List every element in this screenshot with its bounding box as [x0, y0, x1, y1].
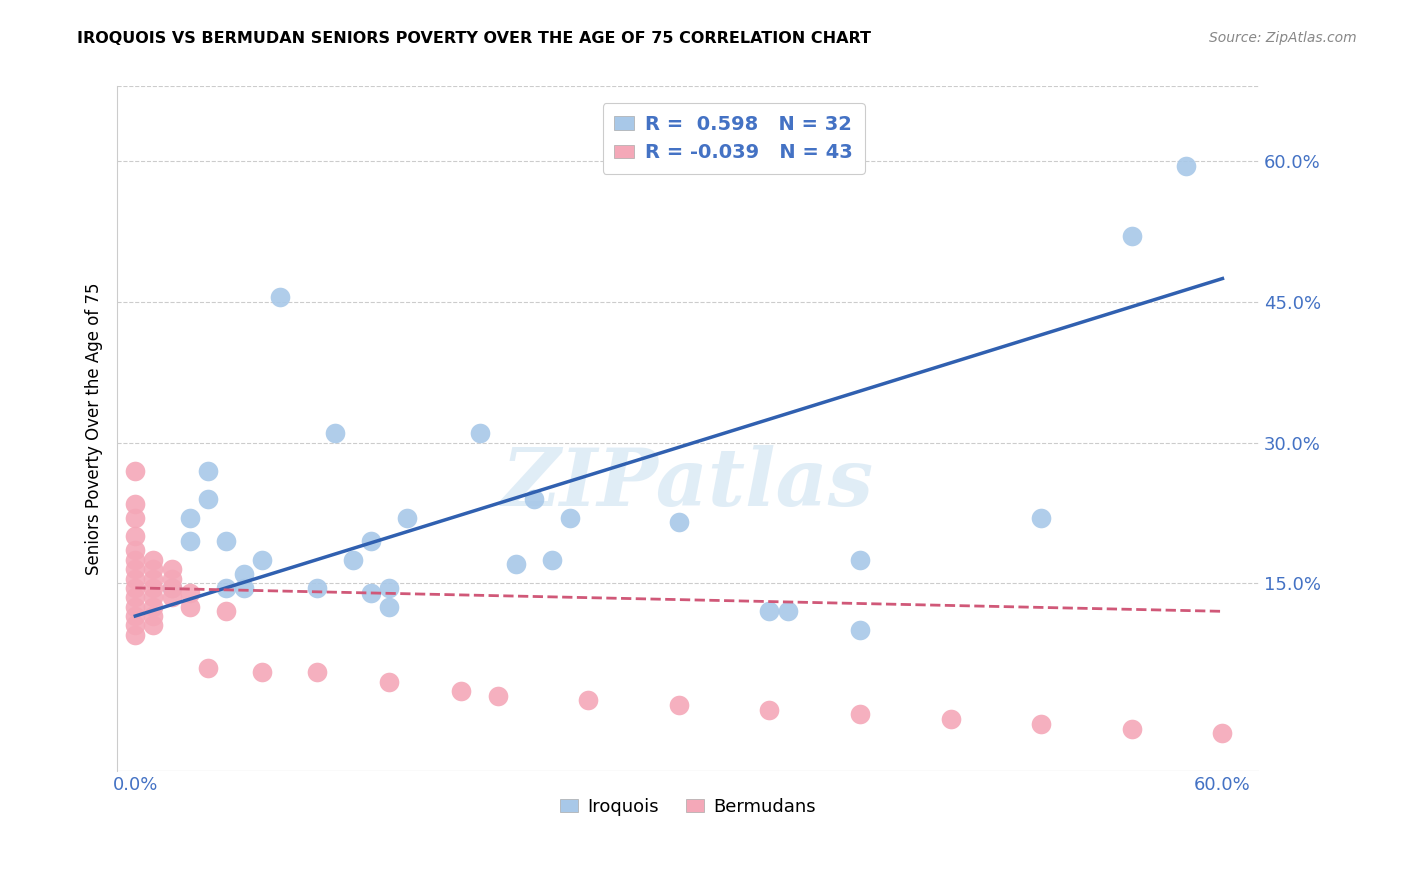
Point: [215, 604, 238, 618]
Point: [179, 599, 201, 614]
Point: [124, 599, 146, 614]
Point: [1121, 229, 1143, 244]
Point: [179, 534, 201, 549]
Point: [124, 572, 146, 586]
Point: [142, 618, 165, 632]
Point: [668, 516, 690, 530]
Point: [378, 674, 401, 689]
Point: [360, 534, 382, 549]
Point: [668, 698, 690, 712]
Point: [215, 581, 238, 595]
Point: [197, 660, 219, 674]
Point: [142, 572, 165, 586]
Point: [142, 609, 165, 624]
Point: [505, 558, 527, 572]
Point: [142, 581, 165, 595]
Point: [541, 553, 564, 567]
Point: [576, 693, 599, 707]
Text: ZIPatlas: ZIPatlas: [502, 444, 875, 522]
Point: [323, 426, 346, 441]
Point: [450, 684, 472, 698]
Point: [396, 510, 419, 524]
Point: [305, 665, 328, 680]
Point: [124, 496, 146, 510]
Point: [758, 604, 780, 618]
Point: [124, 464, 146, 478]
Text: Source: ZipAtlas.com: Source: ZipAtlas.com: [1209, 31, 1357, 45]
Point: [1121, 722, 1143, 736]
Point: [179, 510, 201, 524]
Point: [342, 553, 364, 567]
Point: [124, 510, 146, 524]
Point: [378, 599, 401, 614]
Point: [486, 689, 509, 703]
Point: [124, 591, 146, 605]
Point: [124, 609, 146, 624]
Point: [1031, 716, 1053, 731]
Point: [523, 491, 546, 506]
Point: [124, 628, 146, 642]
Point: [560, 510, 582, 524]
Point: [849, 707, 872, 722]
Point: [142, 591, 165, 605]
Point: [142, 562, 165, 576]
Point: [468, 426, 491, 441]
Point: [250, 553, 273, 567]
Point: [124, 618, 146, 632]
Point: [160, 591, 183, 605]
Point: [160, 562, 183, 576]
Point: [776, 604, 799, 618]
Point: [142, 553, 165, 567]
Point: [250, 665, 273, 680]
Point: [1175, 159, 1198, 173]
Text: IROQUOIS VS BERMUDAN SENIORS POVERTY OVER THE AGE OF 75 CORRELATION CHART: IROQUOIS VS BERMUDAN SENIORS POVERTY OVE…: [77, 31, 872, 46]
Point: [305, 581, 328, 595]
Point: [124, 553, 146, 567]
Point: [849, 623, 872, 637]
Point: [1031, 510, 1053, 524]
Point: [124, 581, 146, 595]
Point: [758, 703, 780, 717]
Point: [939, 712, 962, 726]
Point: [197, 464, 219, 478]
Point: [360, 585, 382, 599]
Point: [215, 534, 238, 549]
Legend: Iroquois, Bermudans: Iroquois, Bermudans: [553, 791, 823, 823]
Point: [269, 290, 291, 304]
Point: [160, 581, 183, 595]
Point: [179, 585, 201, 599]
Point: [233, 566, 256, 581]
Point: [197, 491, 219, 506]
Point: [160, 572, 183, 586]
Point: [849, 553, 872, 567]
Point: [142, 599, 165, 614]
Point: [160, 581, 183, 595]
Point: [1211, 726, 1233, 740]
Point: [124, 562, 146, 576]
Point: [233, 581, 256, 595]
Point: [124, 543, 146, 558]
Point: [378, 581, 401, 595]
Point: [124, 529, 146, 543]
Y-axis label: Seniors Poverty Over the Age of 75: Seniors Poverty Over the Age of 75: [86, 282, 103, 574]
